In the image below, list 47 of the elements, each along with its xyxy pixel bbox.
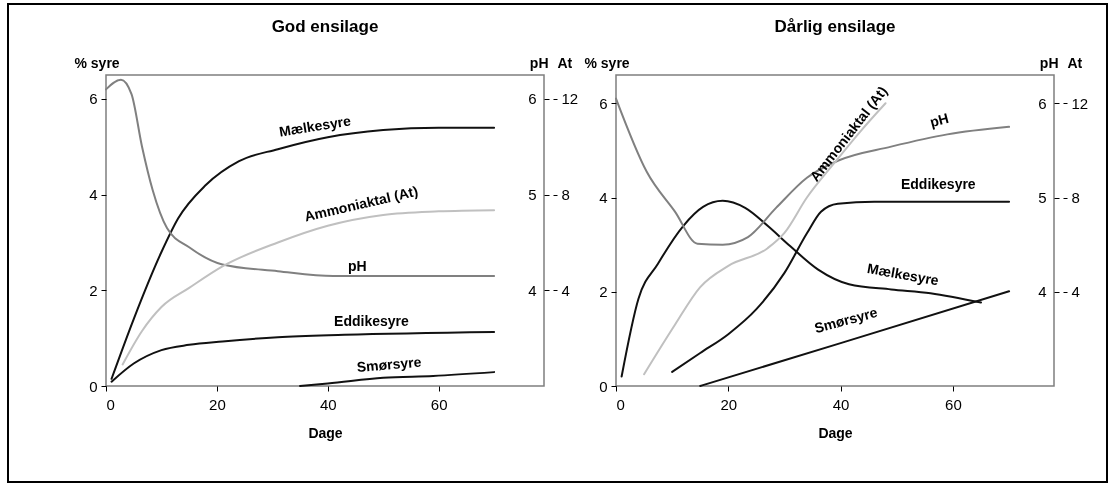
y3-tick-label: 8 — [561, 186, 570, 204]
y3-tick-label: 8 — [1071, 189, 1080, 207]
y2-tick-label: 6 — [1038, 94, 1047, 112]
x-tick-label: 40 — [319, 395, 337, 413]
y2-tick-label: 6 — [528, 90, 537, 108]
y3-axis-title: At — [1067, 54, 1083, 71]
y-tick-label: 6 — [599, 94, 608, 112]
y2-tick-label: 4 — [528, 281, 537, 299]
y-tick-label: 0 — [89, 377, 98, 395]
x-tick-label: 20 — [720, 395, 738, 413]
y2-axis-title: pH — [1039, 54, 1059, 71]
x-tick-label: 0 — [106, 395, 115, 413]
y3-axis-title: At — [557, 54, 573, 71]
text: Smørsyre — [812, 303, 880, 337]
y-tick-label: 0 — [599, 377, 608, 395]
series-label: Smørsyre — [356, 353, 423, 376]
text: Mælkesyre — [277, 112, 353, 140]
y-tick-label: 2 — [599, 283, 608, 301]
y2-tick-label: 4 — [1038, 283, 1047, 301]
series-label: Eddikesyre — [334, 312, 409, 329]
y-tick-label: 6 — [89, 90, 98, 108]
y2-tick-label: 5 — [528, 186, 537, 204]
line-series — [299, 371, 496, 387]
series-label: Eddikesyre — [900, 175, 976, 192]
y-tick-label: 4 — [599, 189, 608, 207]
x-axis-title: Dage — [308, 424, 343, 441]
x-tick-label: 20 — [209, 395, 226, 413]
y2-tick-label: 5 — [1038, 189, 1047, 207]
x-tick-label: 40 — [832, 395, 850, 413]
y3-tick-label: 4 — [561, 281, 570, 299]
x-tick-label: 0 — [616, 395, 625, 413]
x-tick-label: 60 — [430, 395, 448, 413]
series-label: pH — [347, 257, 367, 274]
y3-tick-label: 12 — [561, 90, 579, 108]
y2-axis-title: pH — [529, 54, 549, 71]
y-tick-label: 4 — [89, 186, 98, 204]
chart-title: Dårlig ensilage — [774, 17, 896, 36]
y-tick-label: 2 — [89, 281, 98, 299]
text: Mælkesyre — [865, 260, 941, 289]
y3-tick-label: 4 — [1071, 283, 1080, 301]
chart-title: God ensilage — [271, 17, 379, 36]
y-axis-title: % syre — [74, 54, 120, 71]
y-axis-title: % syre — [584, 54, 630, 71]
x-tick-label: 60 — [945, 395, 962, 413]
x-axis-title: Dage — [818, 424, 853, 441]
text: pH — [928, 109, 951, 131]
y3-tick-label: 12 — [1071, 94, 1089, 112]
